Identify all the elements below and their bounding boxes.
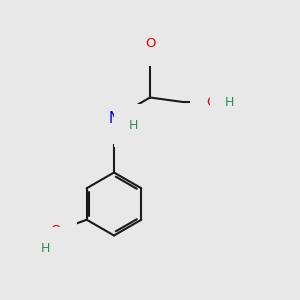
Text: O: O bbox=[145, 37, 155, 50]
Text: N: N bbox=[109, 111, 119, 126]
Text: H: H bbox=[152, 25, 161, 38]
Text: O: O bbox=[50, 224, 61, 238]
Text: H: H bbox=[40, 242, 50, 255]
Text: H: H bbox=[225, 95, 234, 109]
Text: O: O bbox=[206, 95, 217, 109]
Text: H: H bbox=[129, 119, 138, 132]
